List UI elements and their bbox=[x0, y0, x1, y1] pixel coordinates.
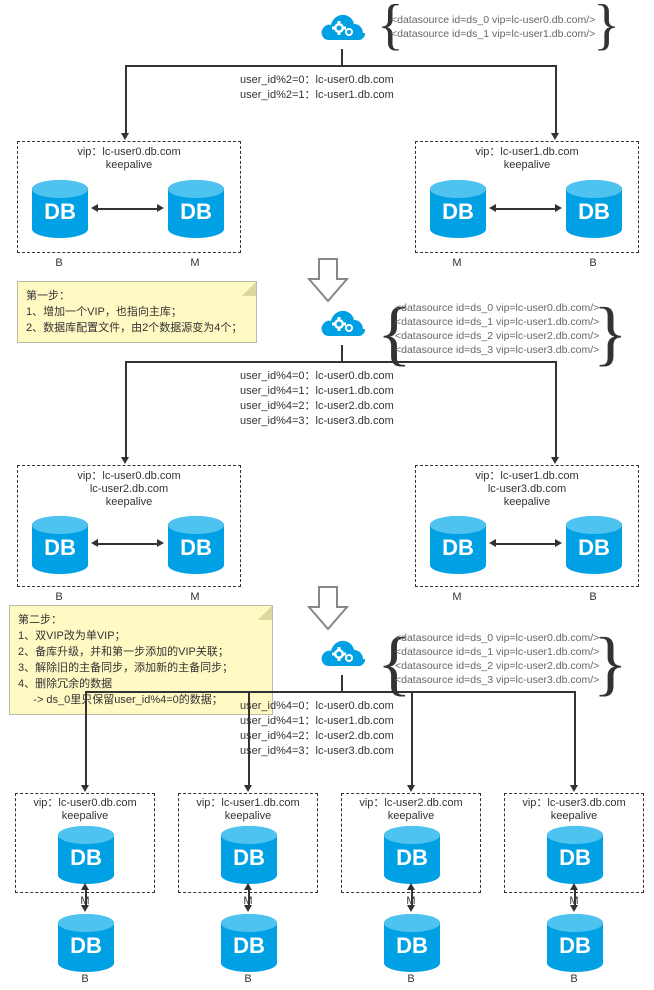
note-line: 4、删除冗余的数据 bbox=[18, 676, 264, 692]
routing-2: user_id%4=0：lc-user0.db.com user_id%4=1：… bbox=[240, 369, 394, 429]
db-icon bbox=[381, 825, 443, 887]
vip-label: vip：lc-user1.db.com keepalive bbox=[416, 146, 638, 172]
routing-line: user_id%4=3：lc-user3.db.com bbox=[240, 414, 394, 429]
ds-line: <datasource id=ds_1 vip=lc-user1.db.com/… bbox=[391, 27, 595, 41]
note-line: 1、增加一个VIP，也指向主库； bbox=[26, 304, 248, 320]
big-arrow-icon bbox=[307, 257, 349, 305]
db-icon bbox=[55, 913, 117, 975]
db-icon bbox=[165, 179, 227, 241]
db-caption: B bbox=[583, 257, 603, 269]
vip-label: vip：lc-user1.db.com keepalive bbox=[179, 797, 317, 823]
note-step2: 第二步： 1、双VIP改为单VIP； 2、备库升级，并和第一步添加的VIP关联；… bbox=[9, 605, 273, 715]
vip-label: vip：lc-user0.db.com keepalive bbox=[16, 797, 154, 823]
ds-line: <datasource id=ds_0 vip=lc-user0.db.com/… bbox=[391, 13, 595, 27]
note-title: 第一步： bbox=[26, 288, 248, 304]
vip-label: vip：lc-user3.db.com keepalive bbox=[505, 797, 643, 823]
db-caption: B bbox=[238, 973, 258, 985]
db-icon bbox=[544, 913, 606, 975]
cloud-icon bbox=[315, 11, 375, 47]
ds-line: <datasource id=ds_3 vip=lc-user3.db.com/… bbox=[395, 673, 599, 687]
db-icon bbox=[218, 913, 280, 975]
db-icon bbox=[427, 179, 489, 241]
vip-label: vip：lc-user0.db.com lc-user2.db.com keep… bbox=[18, 470, 240, 509]
db-caption: B bbox=[49, 591, 69, 603]
db-icon bbox=[563, 179, 625, 241]
routing-line: user_id%4=2：lc-user2.db.com bbox=[240, 399, 394, 414]
routing-line: user_id%2=1：lc-user1.db.com bbox=[240, 88, 394, 103]
db-icon bbox=[381, 913, 443, 975]
vip-label: vip：lc-user2.db.com keepalive bbox=[342, 797, 480, 823]
note-step1: 第一步： 1、增加一个VIP，也指向主库； 2、数据库配置文件，由2个数据源变为… bbox=[17, 281, 257, 343]
routing-line: user_id%4=0：lc-user0.db.com bbox=[240, 699, 394, 714]
ds-line: <datasource id=ds_0 vip=lc-user0.db.com/… bbox=[395, 301, 599, 315]
db-icon bbox=[544, 825, 606, 887]
routing-line: user_id%2=0：lc-user0.db.com bbox=[240, 73, 394, 88]
db-caption: B bbox=[49, 257, 69, 269]
brace-right: } bbox=[593, 0, 620, 53]
routing-line: user_id%4=1：lc-user1.db.com bbox=[240, 384, 394, 399]
vip-label: vip：lc-user1.db.com lc-user3.db.com keep… bbox=[416, 470, 638, 509]
db-icon bbox=[563, 515, 625, 577]
db-caption: M bbox=[447, 591, 467, 603]
db-caption: B bbox=[75, 973, 95, 985]
note-title: 第二步： bbox=[18, 612, 264, 628]
db-caption: B bbox=[583, 591, 603, 603]
routing-line: user_id%4=2：lc-user2.db.com bbox=[240, 729, 394, 744]
db-icon bbox=[55, 825, 117, 887]
routing-line: user_id%4=1：lc-user1.db.com bbox=[240, 714, 394, 729]
routing-1: user_id%2=0：lc-user0.db.com user_id%2=1：… bbox=[240, 73, 394, 103]
cloud-icon bbox=[315, 637, 375, 673]
ds-line: <datasource id=ds_3 vip=lc-user3.db.com/… bbox=[395, 343, 599, 357]
ds-line: <datasource id=ds_0 vip=lc-user0.db.com/… bbox=[395, 631, 599, 645]
db-caption: B bbox=[401, 973, 421, 985]
ds-line: <datasource id=ds_1 vip=lc-user1.db.com/… bbox=[395, 645, 599, 659]
datasource-list-1: <datasource id=ds_0 vip=lc-user0.db.com/… bbox=[391, 13, 595, 41]
db-icon bbox=[29, 179, 91, 241]
cloud-icon bbox=[315, 307, 375, 343]
datasource-list-3: <datasource id=ds_0 vip=lc-user0.db.com/… bbox=[395, 631, 599, 687]
routing-3: user_id%4=0：lc-user0.db.com user_id%4=1：… bbox=[240, 699, 394, 759]
ds-line: <datasource id=ds_1 vip=lc-user1.db.com/… bbox=[395, 315, 599, 329]
note-line: 2、备库升级，并和第一步添加的VIP关联； bbox=[18, 644, 264, 660]
db-icon bbox=[427, 515, 489, 577]
db-icon bbox=[218, 825, 280, 887]
datasource-list-2: <datasource id=ds_0 vip=lc-user0.db.com/… bbox=[395, 301, 599, 357]
note-line: 1、双VIP改为单VIP； bbox=[18, 628, 264, 644]
note-line: 3、解除旧的主备同步，添加新的主备同步； bbox=[18, 660, 264, 676]
db-icon bbox=[29, 515, 91, 577]
db-caption: M bbox=[185, 591, 205, 603]
note-line: 2、数据库配置文件，由2个数据源变为4个； bbox=[26, 320, 248, 336]
note-line: -> ds_0里只保留user_id%4=0的数据； bbox=[18, 692, 264, 708]
ds-line: <datasource id=ds_2 vip=lc-user2.db.com/… bbox=[395, 329, 599, 343]
ds-line: <datasource id=ds_2 vip=lc-user2.db.com/… bbox=[395, 659, 599, 673]
db-caption: M bbox=[447, 257, 467, 269]
routing-line: user_id%4=3：lc-user3.db.com bbox=[240, 744, 394, 759]
routing-line: user_id%4=0：lc-user0.db.com bbox=[240, 369, 394, 384]
db-caption: M bbox=[185, 257, 205, 269]
big-arrow-icon bbox=[307, 585, 349, 633]
db-caption: B bbox=[564, 973, 584, 985]
db-icon bbox=[165, 515, 227, 577]
vip-label: vip：lc-user0.db.com keepalive bbox=[18, 146, 240, 172]
